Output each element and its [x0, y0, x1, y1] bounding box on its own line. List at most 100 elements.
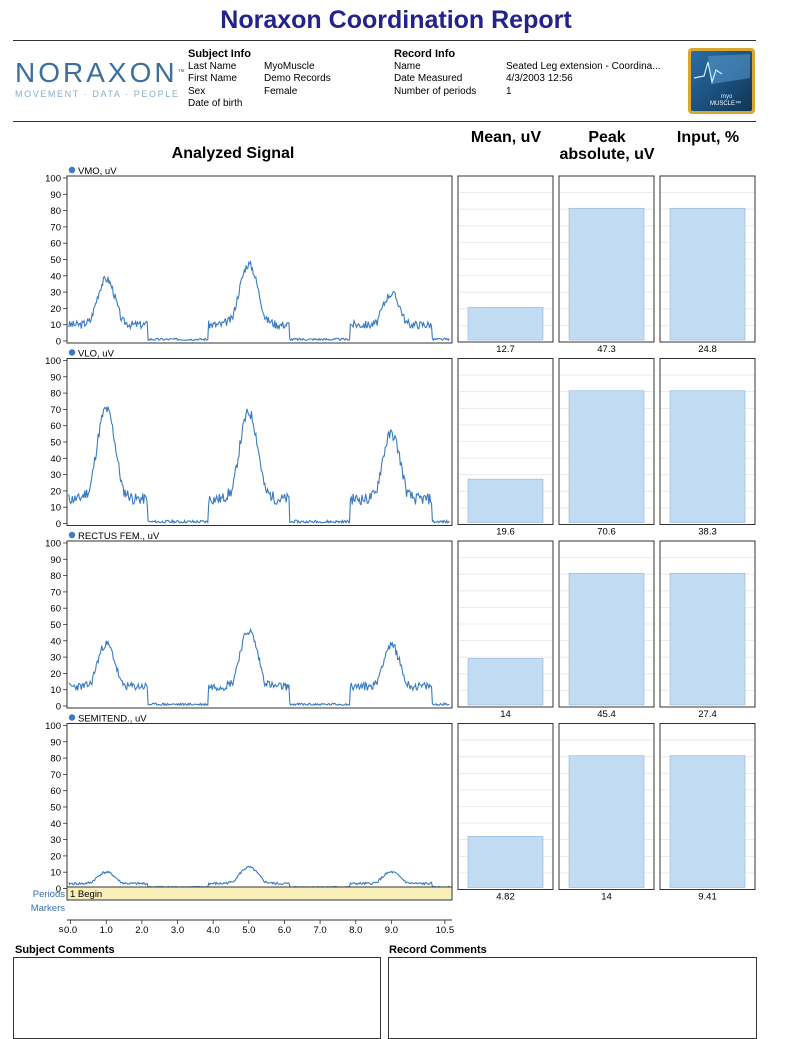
bar-value-input: 38.3 — [698, 527, 717, 538]
y-tick-label: 20 — [50, 304, 61, 315]
record-row-value: 4/3/2003 12:56 — [506, 73, 573, 84]
column-analyzed-signal: Analyzed Signal — [171, 145, 295, 162]
legend-dot — [68, 166, 76, 174]
record-row: Name Seated Leg extension - Coordina... — [394, 61, 661, 74]
y-tick-label: 40 — [50, 271, 61, 282]
y-tick-label: 10 — [50, 320, 61, 331]
y-tick-label: 60 — [50, 421, 61, 432]
time-tick-label: 5.0 — [242, 925, 255, 936]
emg-signal-line — [68, 627, 450, 707]
bar-mean — [467, 836, 544, 888]
bar-value-mean: 14 — [500, 709, 511, 720]
y-tick-label: 50 — [50, 438, 61, 449]
y-tick-label: 80 — [50, 571, 61, 582]
bar-mean — [467, 658, 544, 706]
y-tick-label: 70 — [50, 770, 61, 781]
bar-value-peak: 47.3 — [597, 344, 616, 355]
record-row-value: Seated Leg extension - Coordina... — [506, 60, 661, 72]
time-tick-label: 1.0 — [100, 925, 113, 936]
y-tick-label: 50 — [50, 620, 61, 631]
bar-value-input: 24.8 — [698, 344, 717, 355]
record-info: Record Info Name Seated Leg extension - C… — [394, 48, 661, 98]
column-peak-line2: absolute, uV — [559, 146, 655, 163]
y-tick-label: 80 — [50, 206, 61, 217]
y-tick-label: 60 — [50, 239, 61, 250]
time-tick-label: 10.5 — [436, 925, 455, 936]
time-tick-label: 4.0 — [207, 925, 220, 936]
record-comments-title: Record Comments — [389, 944, 487, 956]
bar-input — [669, 755, 746, 888]
series-label: SEMITEND., uV — [78, 714, 147, 725]
y-tick-label: 10 — [50, 685, 61, 696]
report-title: Noraxon Coordination Report — [220, 6, 572, 34]
time-tick-label: 3.0 — [171, 925, 184, 936]
bar-input — [669, 572, 746, 706]
y-tick-label: 40 — [50, 636, 61, 647]
y-tick-label: 0 — [56, 702, 61, 713]
logo-tagline: MOVEMENT · DATA · PEOPLE — [15, 89, 180, 99]
subject-row: Last Name MyoMuscle — [188, 61, 331, 74]
y-tick-label: 40 — [50, 819, 61, 830]
bar-input — [669, 207, 746, 341]
time-tick-label: 9.0 — [385, 925, 398, 936]
periods-label: Periods — [33, 889, 65, 900]
time-tick-label: 7.0 — [313, 925, 326, 936]
subject-comments-title: Subject Comments — [15, 944, 115, 956]
y-tick-label: 70 — [50, 222, 61, 233]
subject-row-value: Demo Records — [264, 73, 331, 84]
record-row: Number of periods 1 — [394, 86, 661, 99]
subject-row-label: Date of birth — [188, 98, 243, 109]
logo-tm: ™ — [177, 69, 185, 76]
y-tick-label: 0 — [56, 337, 61, 348]
myomuscle-badge: myo MUSCLE™ — [688, 48, 755, 114]
legend-dot — [68, 714, 76, 721]
time-tick-label: 6.0 — [278, 925, 291, 936]
series-label: RECTUS FEM., uV — [78, 531, 160, 542]
logo-word: NORAXON — [15, 57, 178, 88]
y-tick-label: 100 — [45, 174, 61, 185]
bar-peak — [568, 390, 645, 523]
subject-comments-box[interactable] — [13, 957, 381, 1039]
legend-dot — [68, 531, 76, 539]
legend-dot — [68, 349, 76, 356]
y-tick-label: 10 — [50, 503, 61, 514]
y-tick-label: 30 — [50, 470, 61, 481]
y-tick-label: 100 — [45, 356, 61, 367]
plot-frame — [66, 723, 453, 891]
time-tick-label: 8.0 — [349, 925, 362, 936]
y-tick-label: 20 — [50, 669, 61, 680]
y-tick-label: 80 — [50, 389, 61, 400]
subject-row: Sex Female — [188, 86, 331, 99]
subject-row-label: Last Name — [188, 60, 237, 72]
time-axis-unit: s — [59, 924, 64, 935]
bar-value-mean: 19.6 — [496, 527, 515, 538]
y-tick-label: 70 — [50, 587, 61, 598]
plot-frame — [66, 175, 453, 344]
bar-value-mean: 4.82 — [496, 892, 515, 903]
bar-peak — [568, 572, 645, 706]
time-tick-label: 2.0 — [135, 925, 148, 936]
y-tick-label: 50 — [50, 255, 61, 266]
record-comments-box[interactable] — [388, 957, 757, 1039]
y-tick-label: 60 — [50, 604, 61, 615]
series-label: VLO, uV — [78, 349, 115, 360]
series-label: VMO, uV — [78, 166, 117, 177]
column-peak-line1: Peak — [588, 129, 626, 146]
bar-value-peak: 70.6 — [597, 527, 616, 538]
periods-band — [66, 886, 453, 901]
y-tick-label: 30 — [50, 653, 61, 664]
record-row-label: Number of periods — [394, 85, 477, 97]
emg-signal-line — [68, 259, 450, 342]
y-tick-label: 90 — [50, 555, 61, 566]
subject-row-value: MyoMuscle — [264, 60, 315, 72]
y-tick-label: 100 — [45, 721, 61, 732]
badge-line2: MUSCLE™ — [710, 100, 741, 107]
y-tick-label: 60 — [50, 786, 61, 797]
bar-peak — [568, 207, 645, 341]
time-tick-label: 0.0 — [64, 925, 77, 936]
subject-info: Subject Info Last Name MyoMuscle First Nam… — [188, 48, 331, 111]
y-tick-label: 90 — [50, 737, 61, 748]
y-tick-label: 80 — [50, 754, 61, 765]
bar-mean — [467, 307, 544, 341]
